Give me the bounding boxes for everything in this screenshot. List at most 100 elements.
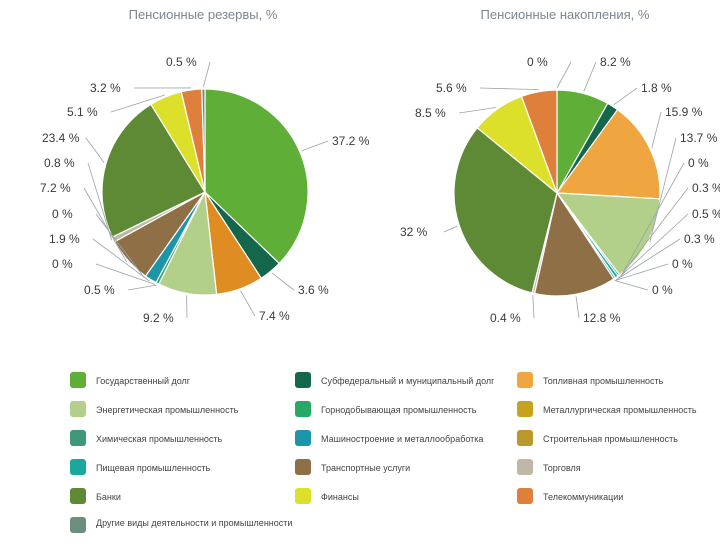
chart-legend: Государственный долг Субфедеральный и мун…	[70, 372, 710, 547]
leader-line	[302, 141, 328, 151]
legend-item: Пищевая промышленность	[70, 459, 295, 479]
leader-line	[614, 88, 637, 105]
pie-chart-pension-reserves: Пенсионные резервы, % 37.2 % 3.6 % 7.4 % 9.…	[40, 7, 370, 325]
leader-line	[480, 88, 539, 90]
legend-label: Строительная промышленность	[543, 434, 678, 444]
leader-line	[459, 107, 496, 113]
leader-line	[444, 226, 457, 232]
legend-swatch	[295, 488, 311, 504]
slice-label: 3.6 %	[298, 283, 329, 297]
slice-label: 8.2 %	[600, 55, 631, 69]
slice-label: 0.8 %	[44, 156, 75, 170]
legend-label: Машиностроение и металлообработка	[321, 434, 483, 444]
legend-label: Транспортные услуги	[321, 463, 410, 473]
slice-label: 9.2 %	[143, 311, 174, 325]
slice-label: 23.4 %	[42, 131, 80, 145]
legend-swatch	[70, 459, 86, 475]
slice-label: 0 %	[52, 257, 73, 271]
slice-label: 0.5 %	[84, 283, 115, 297]
chart-title-pension-reserves: Пенсионные резервы, %	[129, 7, 278, 22]
pie-charts: Пенсионные резервы, % 37.2 % 3.6 % 7.4 % 9.…	[0, 0, 720, 370]
slice-label: 0.4 %	[490, 311, 521, 325]
legend-swatch	[295, 401, 311, 417]
leader-line	[272, 273, 294, 290]
legend-swatch	[295, 430, 311, 446]
legend-item: Банки	[70, 488, 295, 508]
leader-line	[86, 138, 104, 163]
legend-swatch	[295, 372, 311, 388]
slice-label: 0 %	[527, 55, 548, 69]
leader-line	[576, 296, 579, 318]
legend-label: Пищевая промышленность	[96, 463, 210, 473]
legend-swatch	[517, 372, 533, 388]
legend-label: Горнодобывающая промышленность	[321, 405, 476, 415]
slice-label: 12.8 %	[583, 311, 621, 325]
slice-label: 0.3 %	[684, 232, 715, 246]
legend-swatch	[70, 488, 86, 504]
legend-swatch	[70, 517, 86, 533]
legend-label: Государственный долг	[96, 376, 190, 386]
slice-label: 5.1 %	[67, 105, 98, 119]
legend-item: Строительная промышленность	[517, 430, 710, 450]
slice-label: 32 %	[400, 225, 428, 239]
legend-item: Другие виды деятельности и промышленност…	[70, 517, 295, 547]
legend-item: Финансы	[295, 488, 517, 508]
legend-label: Банки	[96, 492, 121, 502]
slice-label: 0 %	[672, 257, 693, 271]
leader-line	[533, 295, 534, 318]
legend-label: Топливная промышленность	[543, 376, 663, 386]
legend-label: Металлургическая промышленность	[543, 405, 697, 415]
legend-swatch	[517, 459, 533, 475]
slice-label: 7.2 %	[40, 181, 71, 195]
slice-label: 8.5 %	[415, 106, 446, 120]
slice-label: 0.3 %	[692, 181, 720, 195]
legend-label: Другие виды деятельности и промышленност…	[96, 518, 292, 528]
leader-line	[652, 112, 661, 148]
slice-label: 0 %	[688, 156, 709, 170]
legend-label: Субфедеральный и муниципальный долг	[321, 376, 494, 386]
slice-label: 1.8 %	[641, 81, 672, 95]
leader-line	[584, 62, 596, 91]
legend-item: Телекоммуникации	[517, 488, 710, 508]
pie-chart-pension-savings: Пенсионные накопления, % 8.2 % 1.8 % 15.9 …	[400, 7, 720, 325]
legend-swatch	[517, 488, 533, 504]
legend-swatch	[295, 459, 311, 475]
legend-item: Металлургическая промышленность	[517, 401, 710, 421]
legend-label: Финансы	[321, 492, 359, 502]
legend-label: Энергетическая промышленность	[96, 405, 238, 415]
slice-label: 0.5 %	[166, 55, 197, 69]
leader-line	[615, 281, 648, 290]
slice-label: 5.6 %	[436, 81, 467, 95]
slice-label: 3.2 %	[90, 81, 121, 95]
leader-line	[128, 285, 156, 290]
chart-title-pension-savings: Пенсионные накопления, %	[481, 7, 650, 22]
legend-item: Машиностроение и металлообработка	[295, 430, 517, 450]
slice-label: 13.7 %	[680, 131, 718, 145]
legend-item: Горнодобывающая промышленность	[295, 401, 517, 421]
legend-swatch	[517, 401, 533, 417]
leader-line	[203, 62, 210, 87]
legend-item: Торговля	[517, 459, 710, 479]
slice-label: 0 %	[52, 207, 73, 221]
legend-item: Энергетическая промышленность	[70, 401, 295, 421]
slice-label: 0.5 %	[692, 207, 720, 221]
legend-label: Телекоммуникации	[543, 492, 623, 502]
slice-label: 0 %	[652, 283, 673, 297]
slice-label: 37.2 %	[332, 134, 370, 148]
legend-swatch	[70, 372, 86, 388]
slice-label: 7.4 %	[259, 309, 290, 323]
legend-item: Химическая промышленность	[70, 430, 295, 450]
leader-line	[241, 291, 255, 316]
legend-swatch	[70, 430, 86, 446]
legend-label: Торговля	[543, 463, 581, 473]
legend-label: Химическая промышленность	[96, 434, 222, 444]
legend-item: Государственный долг	[70, 372, 295, 392]
slice-label: 15.9 %	[665, 105, 703, 119]
legend-item: Транспортные услуги	[295, 459, 517, 479]
legend-item: Субфедеральный и муниципальный долг	[295, 372, 517, 392]
legend-swatch	[517, 430, 533, 446]
slice-label: 1.9 %	[49, 232, 80, 246]
legend-item: Топливная промышленность	[517, 372, 710, 392]
leader-line	[557, 62, 571, 88]
legend-swatch	[70, 401, 86, 417]
